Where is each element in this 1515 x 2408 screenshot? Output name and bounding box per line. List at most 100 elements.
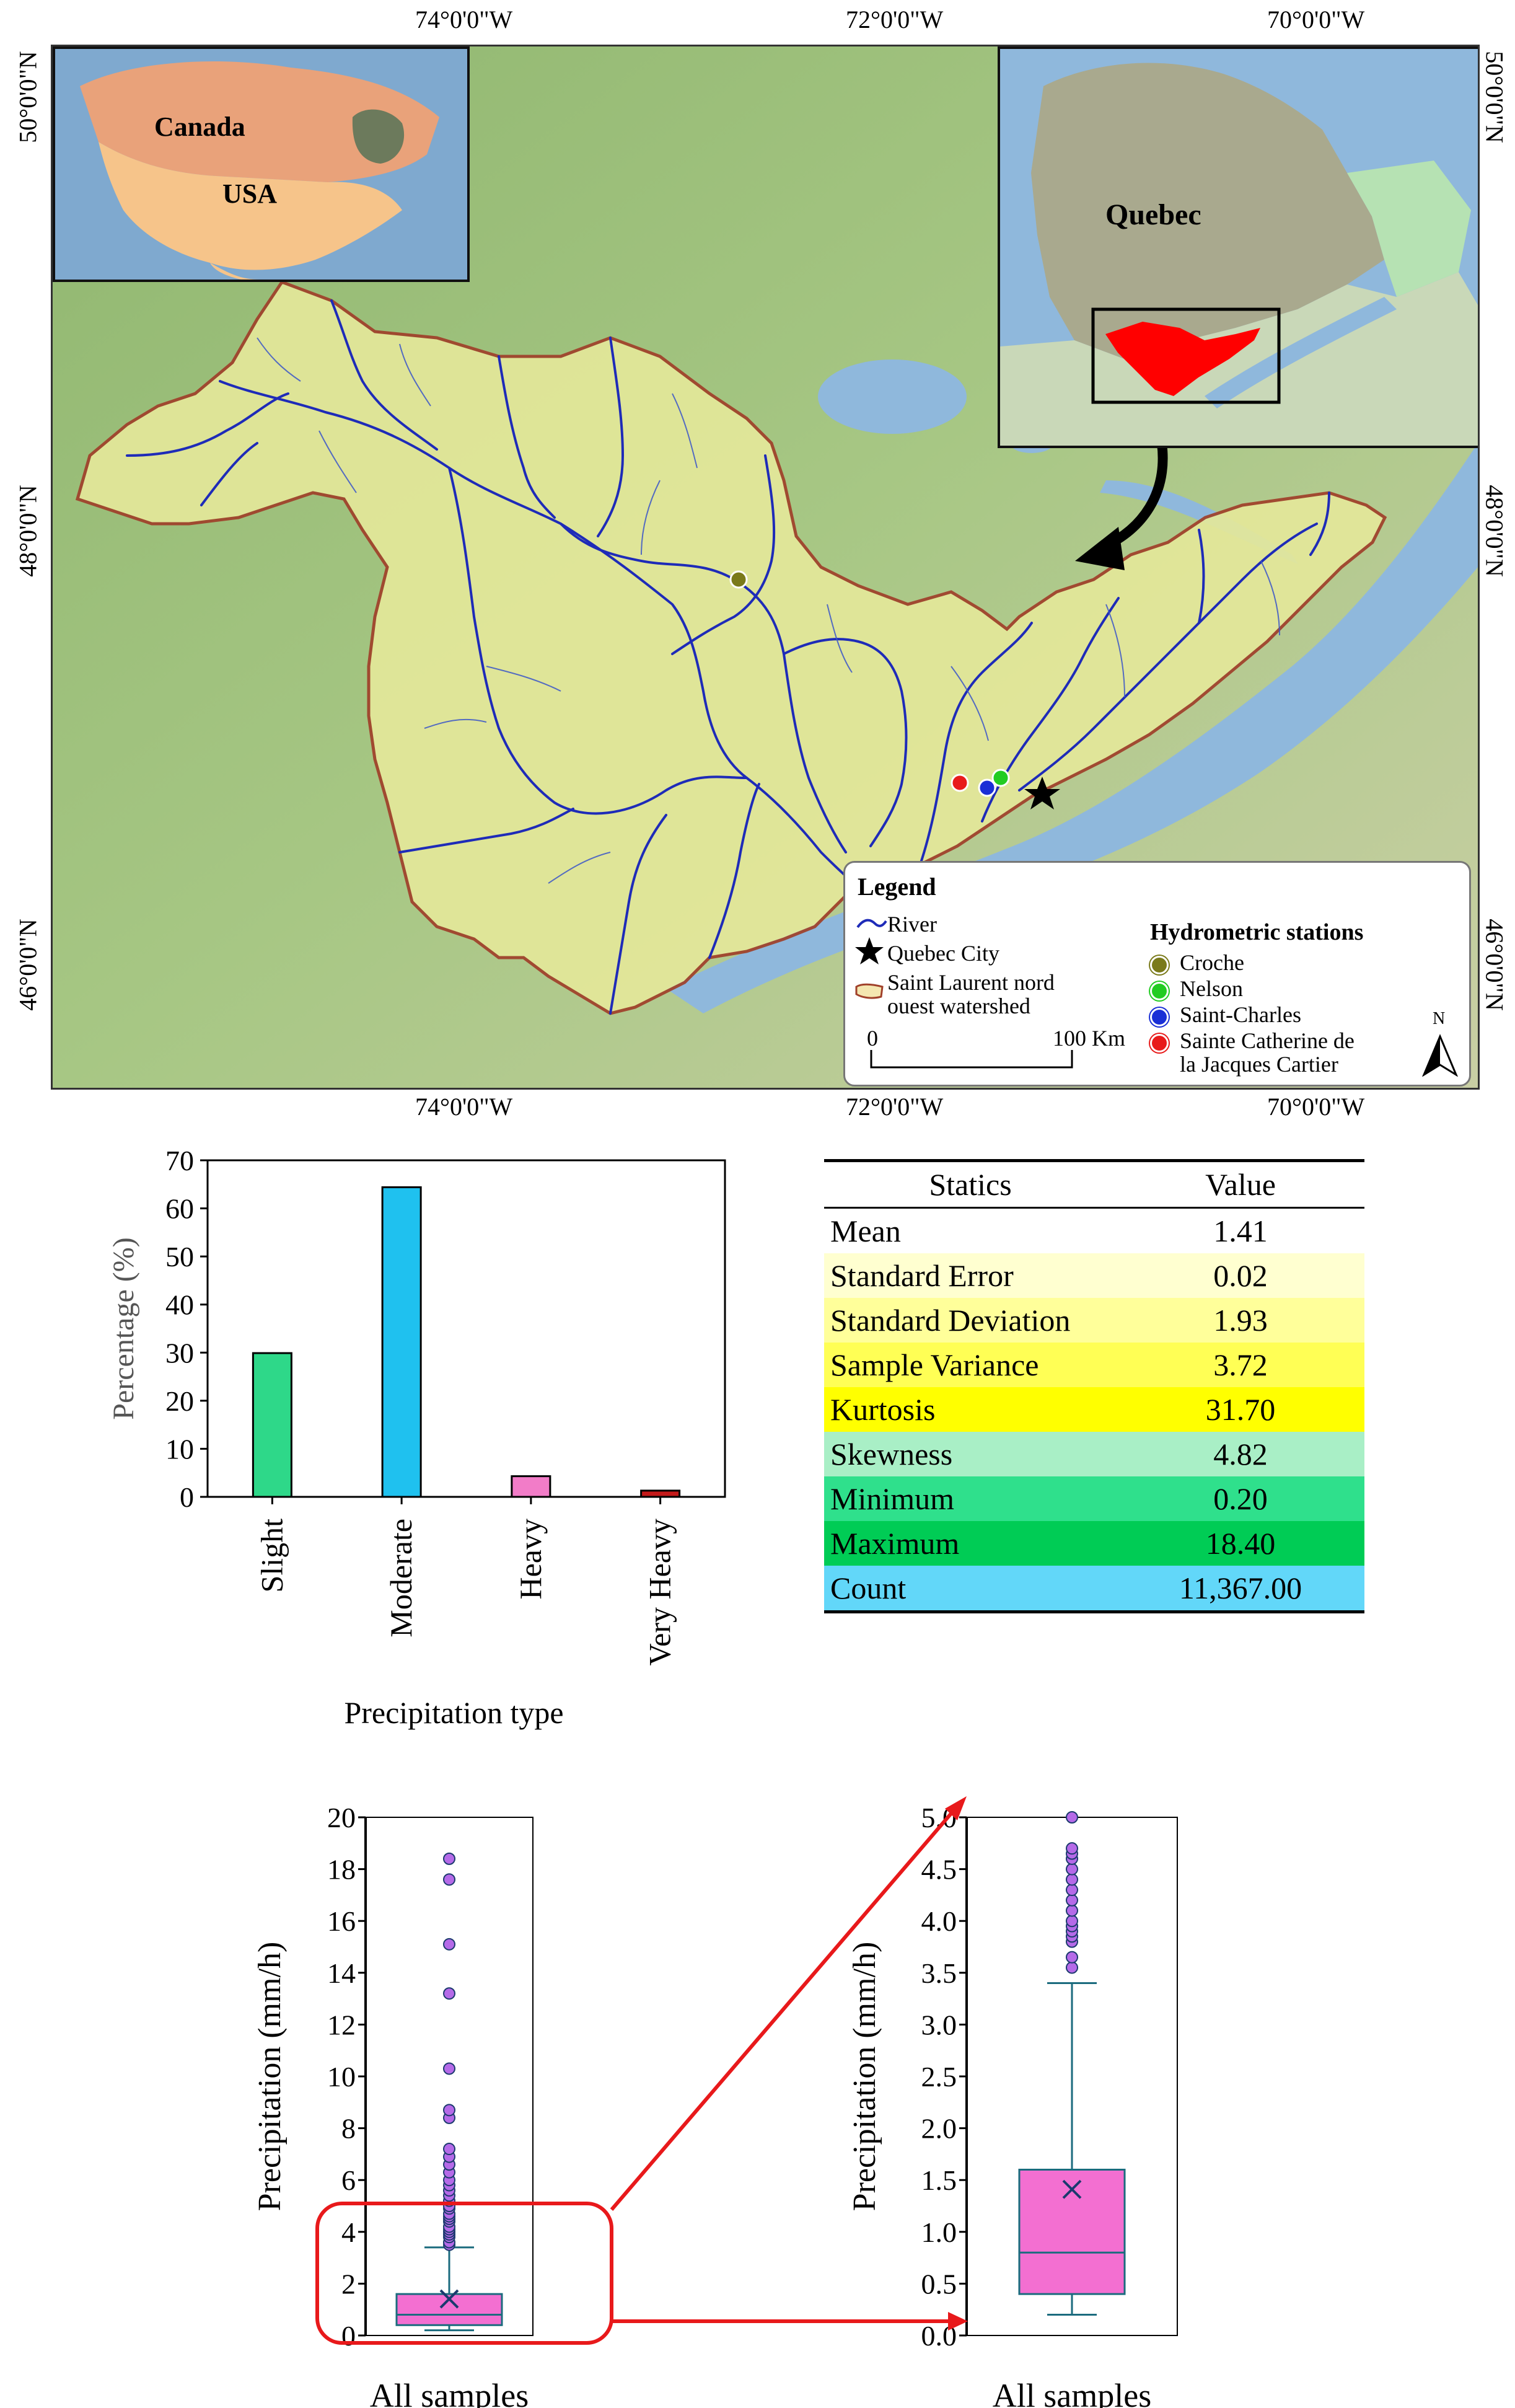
bar-ytick-label-1: 10 xyxy=(165,1433,194,1465)
legend-stations-title: Hydrometric stations xyxy=(1150,919,1364,945)
watershed-polygon xyxy=(75,280,1387,1015)
box-mean-marker xyxy=(1062,2179,1082,2199)
legend-watershed-line2: ouest watershed xyxy=(887,994,1030,1018)
statistics-value: 0.02 xyxy=(1213,1258,1268,1293)
station-croche xyxy=(729,570,748,589)
legend-station-label-3: Sainte Catherine de xyxy=(1180,1028,1355,1053)
precipitation-type-bar-chart: 0 10 20 30 40 50 60 70 Slight Moderate Heavy Very H… xyxy=(107,1145,726,1730)
statistics-label: Maximum xyxy=(830,1526,960,1561)
legend-station-dot-1 xyxy=(1150,982,1169,1000)
box-ytick-label-8: 16 xyxy=(327,1905,356,1937)
statistics-label: Minimum xyxy=(830,1481,955,1516)
box-ytick-label-5: 10 xyxy=(327,2061,356,2093)
box-ytick-label-5: 2.5 xyxy=(921,2061,957,2093)
bar-ylabel: Percentage (%) xyxy=(107,1237,140,1420)
box-outlier-25 xyxy=(443,1987,455,2000)
station-saint-charles xyxy=(978,778,996,797)
statistics-label: Count xyxy=(824,1566,1117,1613)
box-ytick-label-3: 6 xyxy=(341,2164,356,2196)
statistics-row-kurtosis: Kurtosis 31.70 xyxy=(824,1387,1364,1432)
box-ylabel: Precipitation (mm/h) xyxy=(252,1942,288,2212)
map-legend: Legend River Quebec City Saint Laurent n… xyxy=(843,861,1471,1087)
statistics-value: 1.93 xyxy=(1213,1303,1268,1338)
statistics-row-minimum: Minimum 0.20 xyxy=(824,1476,1364,1521)
zoom-line-top xyxy=(610,1809,956,2211)
box-outlier-1 xyxy=(1066,1951,1078,1964)
inset-north-america: Canada USA xyxy=(53,46,470,282)
quebec-inset-watershed xyxy=(1105,322,1260,396)
statistics-value: 3.72 xyxy=(1213,1347,1268,1382)
legend-river-label: River xyxy=(887,912,937,937)
legend-watershed-line1: Saint Laurent nord xyxy=(887,970,1055,995)
statistics-column-value: Value xyxy=(1117,1159,1364,1209)
box-ytick-label-7: 14 xyxy=(327,1957,356,1989)
station-nelson xyxy=(991,769,1010,787)
box-outlier-28 xyxy=(443,1852,455,1865)
box-ytick-label-3: 1.5 xyxy=(921,2164,957,2196)
statistics-label: Kurtosis xyxy=(830,1392,936,1427)
scale-bar xyxy=(870,1050,1073,1069)
inset-label-canada: Canada xyxy=(154,112,245,142)
bar-category-label-0: Slight xyxy=(254,1519,289,1593)
box-ytick-label-6: 12 xyxy=(327,2009,356,2040)
statistics-value: 18.40 xyxy=(1205,1526,1276,1561)
boxplot-zoomed-range: 0.00.51.01.52.02.53.03.54.04.55.0Precipi… xyxy=(847,1802,1178,2408)
statistics-table: Statics Value Mean 1.41 Standard Error 0.02… xyxy=(824,1159,1364,1613)
legend-station-label-1: Nelson xyxy=(1180,976,1243,1001)
box-ytick-label-7: 3.5 xyxy=(921,1957,957,1989)
bar-xlabel: Precipitation type xyxy=(344,1695,563,1730)
bar-ytick-label-4: 40 xyxy=(165,1289,194,1321)
box-outlier-24 xyxy=(443,2062,455,2075)
north-arrow-label: N xyxy=(1433,1009,1446,1028)
coord-bottom-0: 74°0'0"W xyxy=(415,1093,513,1121)
statistics-row-standard-error: Standard Error 0.02 xyxy=(824,1253,1364,1298)
inset-label-quebec: Quebec xyxy=(1105,198,1201,231)
statistics-label: Standard Deviation xyxy=(830,1303,1071,1338)
statistics-table-body: Mean 1.41 Standard Error 0.02 Standard Devia… xyxy=(824,1207,1364,1613)
box-ytick-label-4: 8 xyxy=(341,2113,356,2145)
statistics-label: Sample Variance xyxy=(830,1347,1039,1382)
box-outlier-21 xyxy=(443,2143,455,2156)
statistics-table-header: Statics Value xyxy=(824,1159,1364,1209)
legend-station-dot-0 xyxy=(1150,956,1169,974)
box-ytick-label-8: 4.0 xyxy=(921,1905,957,1937)
box-ytick-label-2: 1.0 xyxy=(921,2216,957,2248)
bar-category-label-1: Moderate xyxy=(384,1519,418,1638)
box-ytick-label-2: 4 xyxy=(341,2216,356,2248)
bar-ytick-label-6: 60 xyxy=(165,1193,194,1225)
inset-quebec: Quebec xyxy=(998,46,1478,448)
statistics-row-count: Count 11,367.00 xyxy=(824,1566,1364,1613)
statistics-label: Mean xyxy=(830,1214,901,1248)
zoom-highlight-box xyxy=(315,2202,613,2345)
quebec-inset-focus-frame xyxy=(1091,307,1281,404)
statistics-value: 0.20 xyxy=(1213,1481,1268,1516)
statistics-label: Standard Error xyxy=(830,1258,1014,1293)
bar-ytick-label-2: 20 xyxy=(165,1385,194,1417)
legend-quebec-city-label: Quebec City xyxy=(887,941,999,966)
legend-title: Legend xyxy=(858,873,936,901)
box-category-label: All samples xyxy=(370,2377,529,2408)
legend-river-symbol xyxy=(856,919,887,928)
statistics-value: 1.41 xyxy=(1213,1214,1268,1248)
bar-ytick-label-3: 30 xyxy=(165,1337,194,1369)
box-outlier-15 xyxy=(1066,1811,1078,1824)
bar-ytick-label-7: 70 xyxy=(165,1145,194,1176)
box-ytick-label-10: 20 xyxy=(327,1802,356,1833)
north-america-shapes xyxy=(80,61,439,280)
statistics-label: Skewness xyxy=(830,1437,953,1471)
legend-station-label-0: Croche xyxy=(1180,950,1244,975)
coord-bottom-2: 70°0'0"W xyxy=(1267,1093,1365,1121)
statistics-column-statics: Statics xyxy=(824,1159,1117,1209)
station-sainte-catherine xyxy=(951,774,969,792)
statistics-row-standard-deviation: Standard Deviation 1.93 xyxy=(824,1298,1364,1343)
coord-top-0: 74°0'0"W xyxy=(415,6,513,33)
statistics-value: 11,367.00 xyxy=(1117,1566,1364,1613)
legend-star-symbol xyxy=(855,937,884,964)
bar-category-label-3: Very Heavy xyxy=(643,1519,677,1665)
bar-ytick-label-0: 0 xyxy=(180,1481,194,1513)
box-category-label: All samples xyxy=(993,2377,1151,2408)
box-ytick-label-6: 3.0 xyxy=(921,2009,957,2040)
quebec-city-star xyxy=(1024,777,1060,809)
